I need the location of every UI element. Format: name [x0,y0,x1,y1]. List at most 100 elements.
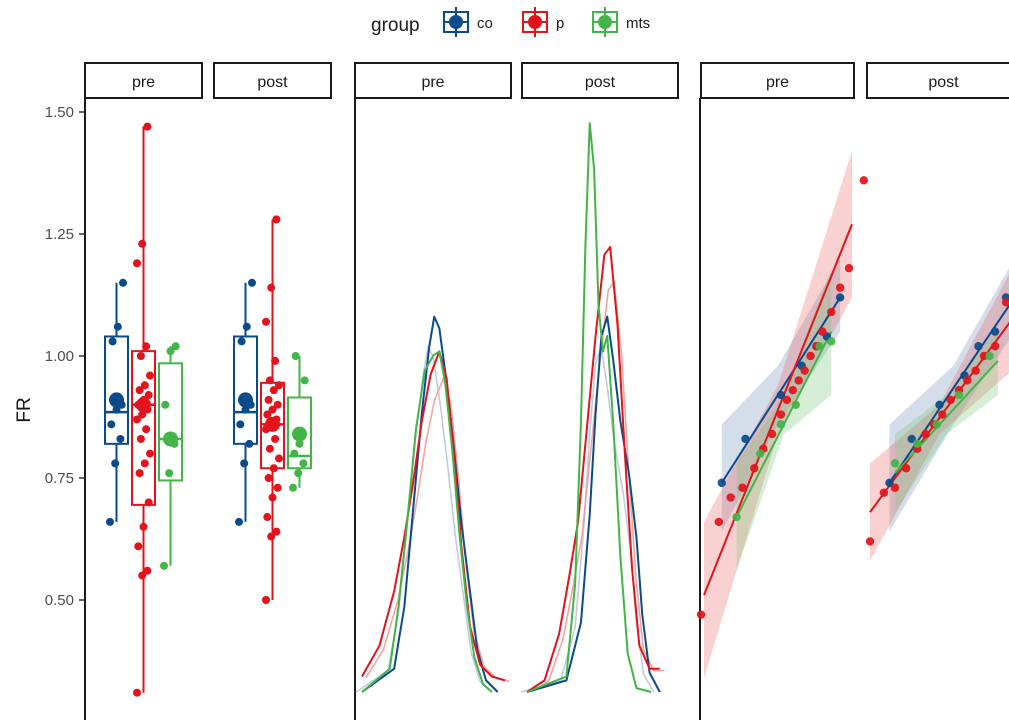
data-point [268,493,277,502]
scatter-point-p [767,429,777,439]
data-point [242,322,251,331]
scatter-point-co [935,400,944,409]
mean-point [238,392,253,408]
scatter-point-co [717,478,726,488]
box-iqr [104,335,129,445]
data-point [112,405,121,414]
data-point [248,278,256,287]
scatter-point-mts [913,439,922,449]
legend: group co p mts [371,7,650,37]
data-point [295,439,304,448]
scatter-point-mts [756,449,765,458]
scatter-point-p [921,429,930,439]
data-point [272,215,281,224]
data-point [290,449,299,458]
box-iqr [233,335,258,445]
density-curve-mts-pre [361,350,493,693]
y-tick-label: 1.00 [45,348,74,365]
data-point [267,532,276,541]
scatter-panel [696,151,1009,679]
data-point [275,454,283,463]
strip-p1-pre: pre [84,62,203,99]
legend-item-mts: mts [592,7,650,37]
data-point [273,400,282,409]
strip-label: pre [766,74,789,91]
facet-strips: pre post pre post pre post [84,62,1009,99]
legend-label: co [477,15,493,32]
data-point [241,405,250,414]
scatter-point-mts [827,337,836,346]
scatter-point-p [738,483,747,492]
box-co-post [233,278,258,526]
data-point [116,434,125,443]
scatter-point-p [879,488,889,497]
scatter-point-p [788,385,797,395]
scatter-point-mts [791,400,800,409]
data-point [262,596,270,604]
data-point [138,239,147,248]
data-point [144,391,153,400]
box-p-post [260,215,285,604]
legend-items: co p mts [443,7,650,37]
data-point [269,464,278,473]
data-point [236,420,245,429]
data-point [275,381,283,390]
mean-point [163,431,178,447]
density-ref-p-pre [365,376,510,683]
legend-label: p [556,15,564,32]
y-axis-title: FR [14,397,35,422]
scatter-point-co [885,478,894,488]
y-axis: FR 1.50 1.25 1.00 0.75 0.50 [14,104,85,609]
data-point [146,449,154,458]
fit-line-p-pre [703,223,853,596]
data-point [245,439,254,448]
scatter-point-p [806,351,815,361]
data-point [142,425,151,434]
scatter-point-co [741,434,750,444]
data-point [240,459,249,468]
data-point [108,337,117,346]
box-p-pre [131,122,156,697]
scatter-point-p [776,410,786,419]
data-point [106,517,114,526]
scatter-point-mts [932,420,941,429]
scatter-point-p [859,176,869,185]
density-curve-co-post [526,315,661,693]
data-point [135,386,144,395]
scatter-point-p [946,395,955,405]
mean-point [265,416,280,432]
data-point [166,347,175,356]
data-point [271,356,280,365]
scatter-point-p [963,376,972,385]
data-point [146,371,154,380]
density-ref-p-post [530,280,664,693]
strip-label: post [585,74,616,91]
box-co-pre [104,278,129,526]
scatter-point-p [800,366,809,375]
scatter-point-mts [954,390,964,400]
scatter-point-p [782,395,792,405]
data-point [143,122,152,131]
data-point [136,352,145,360]
data-point [299,459,308,468]
density-panel [355,122,664,693]
mean-point [109,392,124,408]
scatter-point-co [835,293,845,302]
scatter-point-p [726,493,735,502]
strip-label: post [257,74,288,91]
density-curve-co-pre [361,315,499,693]
mean-point [136,397,151,413]
data-point [138,571,147,580]
data-point [237,337,246,346]
strip-p2-post: post [521,62,679,99]
strip-p3-pre: pre [700,62,855,99]
data-point [264,395,273,404]
strip-label: post [928,74,959,91]
data-point [235,517,243,526]
scatter-point-p [938,410,947,419]
scatter-point-co [990,327,1000,336]
data-point [265,376,274,385]
scatter-point-p [835,283,845,292]
data-point [119,278,127,287]
